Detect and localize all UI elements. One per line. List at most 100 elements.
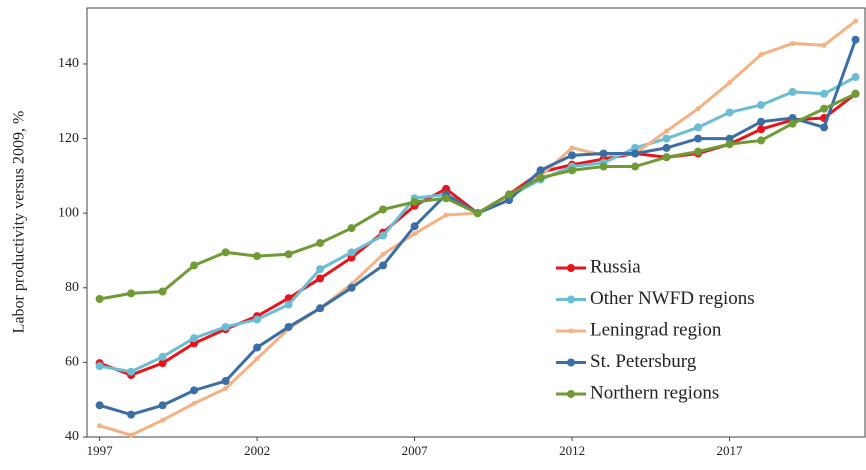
data-point [694, 123, 703, 132]
data-point [191, 400, 197, 406]
legend-marker [568, 328, 574, 334]
data-point [536, 173, 545, 182]
data-point [158, 401, 167, 410]
x-tick-label: 1997 [87, 443, 114, 458]
data-point [253, 315, 262, 324]
data-point [788, 87, 797, 96]
legend-label: Other NWFD regions [590, 288, 755, 309]
data-point [725, 108, 734, 117]
data-point [695, 106, 701, 112]
data-point [95, 362, 104, 371]
data-point [851, 73, 860, 82]
data-point [190, 386, 199, 395]
data-point [599, 149, 608, 158]
series-line [99, 92, 857, 301]
data-point [316, 239, 325, 248]
data-point [97, 423, 103, 429]
data-point [442, 184, 451, 193]
data-point [95, 294, 104, 303]
data-point [127, 289, 136, 298]
data-point [158, 352, 167, 361]
data-point [664, 128, 670, 134]
data-point [127, 410, 136, 419]
data-point [820, 89, 829, 98]
data-point [662, 143, 671, 152]
data-point [758, 52, 764, 58]
legend-label: Russia [590, 256, 641, 277]
y-axis-label: Labor productivity versus 2009, % [11, 111, 28, 334]
data-point [505, 190, 514, 199]
x-tick-label: 2012 [559, 443, 585, 458]
legend-label: Northern regions [590, 382, 719, 403]
data-point [379, 205, 388, 214]
data-point [160, 417, 166, 423]
data-point [158, 287, 167, 296]
data-point [790, 40, 796, 46]
legend-marker [567, 295, 575, 304]
data-point [757, 136, 766, 145]
data-point [536, 166, 545, 175]
data-point [347, 283, 356, 292]
data-point [851, 89, 860, 98]
data-point [158, 359, 167, 368]
data-point [788, 119, 797, 128]
plot-frame [86, 7, 866, 438]
data-point [757, 100, 766, 109]
data-point [694, 147, 703, 156]
data-point [853, 18, 859, 24]
data-point [316, 274, 325, 283]
y-tick-label: 140 [58, 56, 79, 71]
data-point [505, 196, 514, 205]
x-tick-label: 2007 [402, 443, 429, 458]
data-point [725, 134, 734, 143]
data-point [662, 153, 671, 162]
series-line [99, 75, 857, 374]
data-point [569, 145, 575, 151]
legend-label: Leningrad region [590, 319, 722, 340]
x-tick-label: 2017 [717, 443, 744, 458]
data-point [694, 134, 703, 143]
y-tick-label: 120 [58, 131, 79, 146]
data-point [253, 252, 262, 261]
data-point [221, 377, 230, 386]
data-point [851, 35, 860, 44]
data-point [727, 80, 733, 86]
legend-label: St. Petersburg [590, 351, 697, 372]
y-tick-label: 60 [65, 355, 79, 370]
data-point [473, 209, 482, 218]
data-point [599, 162, 608, 171]
data-point [253, 343, 262, 352]
legend-marker [567, 264, 575, 272]
series-line [99, 19, 857, 437]
data-point [412, 231, 418, 237]
data-point [379, 261, 388, 270]
data-point [127, 367, 136, 376]
legend-marker [567, 358, 575, 367]
data-point [223, 386, 229, 392]
data-point [284, 300, 293, 309]
data-point [284, 322, 293, 331]
data-point [631, 143, 640, 152]
data-point [347, 224, 356, 233]
data-point [190, 334, 199, 343]
data-point [820, 123, 829, 132]
data-point [347, 248, 356, 257]
data-point [221, 248, 230, 257]
y-tick-label: 40 [65, 429, 79, 444]
data-point [631, 162, 640, 171]
data-point [757, 117, 766, 126]
data-point [725, 140, 734, 149]
data-point [95, 401, 104, 410]
data-point [380, 251, 386, 257]
y-tick-label: 80 [65, 280, 79, 295]
series-line [99, 39, 857, 417]
data-point [221, 322, 230, 331]
x-tick-label: 2002 [244, 443, 270, 458]
legend-marker [567, 390, 575, 398]
data-point [821, 42, 827, 48]
data-point [128, 432, 134, 438]
data-point [379, 231, 388, 240]
data-point [788, 114, 797, 123]
data-point [820, 104, 829, 113]
